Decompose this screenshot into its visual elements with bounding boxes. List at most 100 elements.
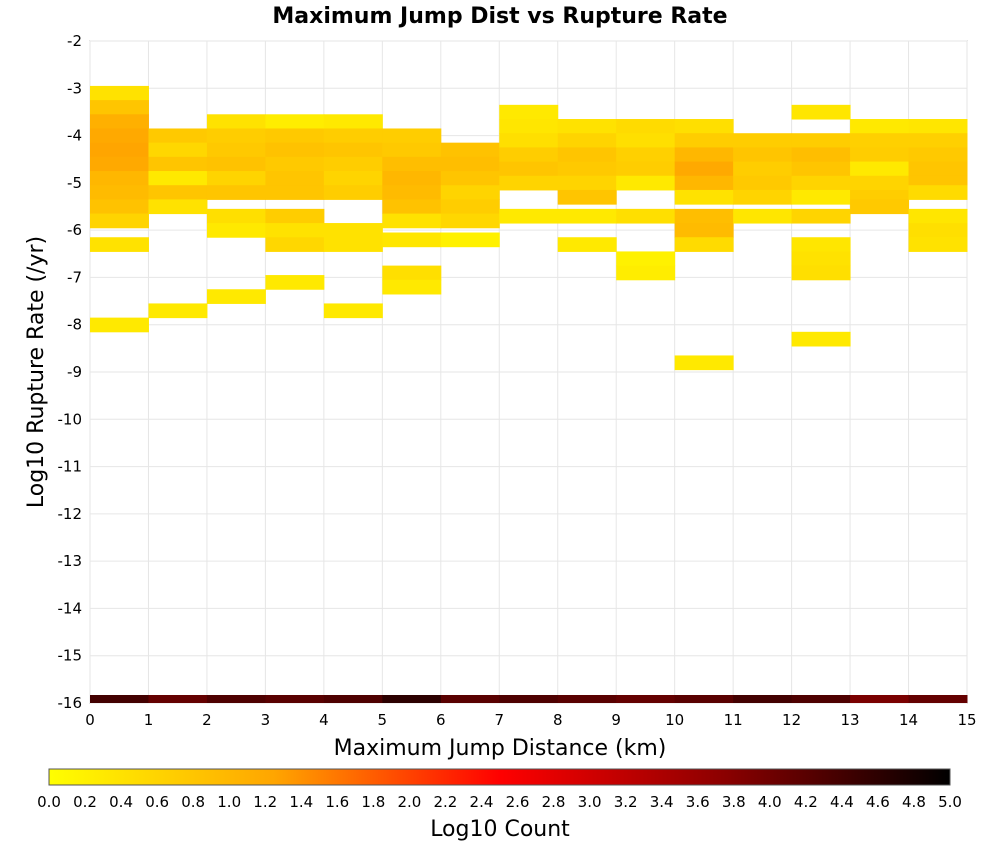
- heatmap-cell: [382, 156, 442, 172]
- y-axis-label: Log10 Rupture Rate (/yr): [24, 236, 49, 508]
- heatmap-cell: [791, 161, 851, 177]
- heatmap-cell: [733, 175, 793, 191]
- x-axis-label: Maximum Jump Distance (km): [334, 736, 667, 761]
- colorbar: [48, 768, 951, 786]
- colorbar-tick-label: 0.2: [73, 793, 97, 811]
- heatmap-cell: [382, 185, 442, 200]
- heatmap-cell: [265, 156, 325, 172]
- heatmap-cell: [148, 185, 208, 200]
- heatmap-cell: [265, 185, 325, 200]
- y-tick-label: -2: [67, 32, 82, 50]
- heatmap-cell: [674, 223, 734, 238]
- y-tick-label: -8: [67, 316, 82, 334]
- heatmap-cell: [557, 161, 617, 177]
- heatmap-cell: [265, 114, 325, 129]
- heatmap-cell: [323, 128, 383, 144]
- heatmap-cell: [557, 695, 617, 703]
- colorbar-tick-label: 0.6: [145, 793, 169, 811]
- y-tick-label: -11: [58, 458, 83, 476]
- heatmap-cell: [499, 161, 559, 177]
- heatmap-cell: [323, 223, 383, 238]
- x-tick-label: 2: [202, 711, 212, 729]
- x-tick-label: 4: [319, 711, 329, 729]
- heatmap-cell: [265, 223, 325, 238]
- heatmap-cell: [90, 114, 149, 129]
- heatmap-cell: [148, 142, 208, 158]
- heatmap-cell: [323, 237, 383, 252]
- heatmap-cell: [265, 695, 325, 703]
- heatmap-cell: [616, 161, 676, 177]
- heatmap-cell: [791, 104, 851, 120]
- heatmap-cell: [616, 251, 676, 267]
- heatmap-cell: [733, 161, 793, 177]
- heatmap-cell: [733, 147, 793, 163]
- heatmap-cell: [440, 156, 500, 172]
- heatmap-cell: [440, 695, 500, 703]
- heatmap-cell: [733, 695, 793, 703]
- heatmap-cell: [90, 185, 149, 200]
- heatmap-cell: [265, 208, 325, 224]
- x-tick-label: 6: [436, 711, 446, 729]
- heatmap-cell: [616, 175, 676, 191]
- heatmap-cell: [616, 119, 676, 134]
- colorbar-tick-label: 5.0: [938, 793, 962, 811]
- heatmap-cell: [791, 265, 851, 281]
- heatmap-cell: [90, 85, 149, 101]
- heatmap-cell: [323, 171, 383, 186]
- heatmap-cell: [850, 695, 910, 703]
- heatmap-cell: [850, 119, 910, 134]
- colorbar-tick-label: 1.4: [289, 793, 313, 811]
- heatmap-cell: [791, 208, 851, 224]
- heatmap-cell: [557, 175, 617, 191]
- heatmap-cell: [908, 208, 968, 224]
- heatmap-cell: [791, 175, 851, 191]
- heatmap-cell: [148, 156, 208, 172]
- colorbar-tick-label: 2.2: [434, 793, 458, 811]
- heatmap-cell: [674, 133, 734, 148]
- heatmap-cell: [733, 133, 793, 148]
- heatmap-cell: [850, 175, 910, 191]
- heatmap-cell: [90, 213, 149, 229]
- colorbar-tick-label: 2.8: [542, 793, 566, 811]
- heatmap-cell: [206, 171, 266, 186]
- heatmap-cell: [733, 189, 793, 205]
- colorbar-tick-label: 3.4: [650, 793, 674, 811]
- heatmap-cell: [90, 156, 149, 172]
- y-tick-label: -9: [67, 363, 82, 381]
- heatmap-cell: [908, 147, 968, 163]
- heatmap-cell: [616, 147, 676, 163]
- heatmap-cell: [850, 133, 910, 148]
- x-tick-label: 0: [85, 711, 95, 729]
- heatmap-cell: [616, 695, 676, 703]
- colorbar-tick-label: 0.0: [37, 793, 61, 811]
- colorbar-tick-label: 2.6: [506, 793, 530, 811]
- heatmap-cell: [908, 133, 968, 148]
- heatmap-cell: [791, 695, 851, 703]
- heatmap-cell: [148, 303, 208, 319]
- heatmap-cell: [499, 133, 559, 148]
- y-tick-label: -3: [67, 79, 82, 97]
- heatmap-cell: [908, 695, 968, 703]
- heatmap-cell: [440, 171, 500, 186]
- heatmap-cell: [499, 104, 559, 120]
- heatmap-cell: [440, 213, 500, 229]
- y-tick-label: -12: [58, 505, 83, 523]
- colorbar-tick-label: 1.6: [325, 793, 349, 811]
- heatmap-cell: [499, 119, 559, 134]
- heatmap-cell: [265, 171, 325, 186]
- heatmap-cell: [382, 232, 442, 248]
- heatmap-cell: [791, 133, 851, 148]
- heatmap-cell: [323, 156, 383, 172]
- heatmap-cell: [323, 142, 383, 158]
- heatmap-cell: [90, 199, 149, 215]
- heatmap-cell: [382, 695, 442, 703]
- colorbar-tick-label: 1.2: [253, 793, 277, 811]
- y-tick-labels: -2 -3 -4 -5 -6 -7 -8 -9 -10 -11 -12 -13 -14 -15 -16: [58, 32, 83, 712]
- heatmap-cell: [791, 251, 851, 267]
- heatmap-cell: [382, 199, 442, 215]
- heatmap-cell: [499, 695, 559, 703]
- heatmap-cell: [382, 213, 442, 229]
- heatmap-cell: [90, 128, 149, 144]
- heatmap-cell: [674, 147, 734, 163]
